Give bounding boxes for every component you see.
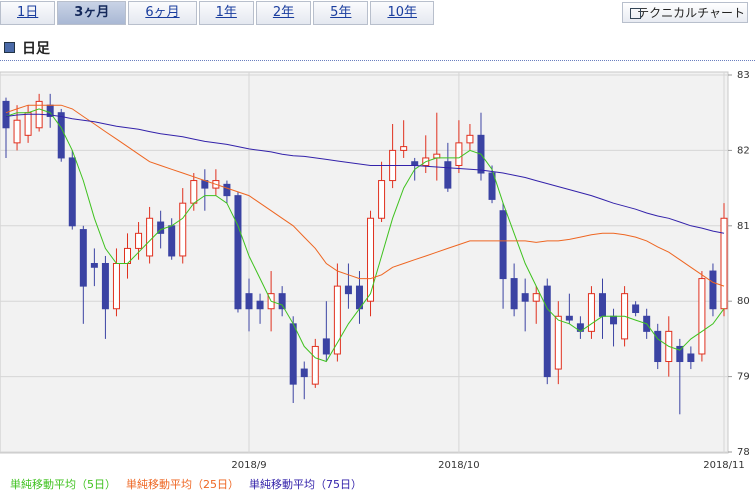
candle-body	[444, 161, 452, 189]
candle-body	[223, 183, 231, 197]
candle-body	[112, 263, 120, 310]
candle-body	[455, 142, 463, 166]
candle-body	[488, 172, 496, 200]
candle-body	[510, 278, 518, 310]
candle-body	[676, 345, 684, 363]
y-tick-label: 82	[737, 145, 750, 156]
candle-body	[234, 195, 242, 310]
candle-body	[190, 180, 198, 204]
candle-body	[378, 180, 386, 219]
candle-body	[521, 293, 529, 302]
candle-body	[632, 304, 640, 314]
section-header: 日足	[4, 38, 50, 58]
candle-body	[311, 345, 319, 385]
candle-body	[24, 112, 32, 136]
candle-body	[532, 293, 540, 302]
tab[interactable]: 2年	[255, 1, 312, 25]
candle-body	[344, 285, 352, 295]
candle-body	[598, 293, 606, 317]
candle-body	[322, 338, 330, 355]
candle-body	[13, 119, 21, 144]
y-tick-label: 79	[737, 372, 750, 383]
candle-body	[433, 153, 441, 159]
legend-entry: 単純移動平均（25日）	[126, 477, 239, 491]
y-tick-label: 80	[737, 296, 750, 307]
plot-area	[0, 71, 729, 454]
tab[interactable]: 1年	[198, 1, 254, 25]
legend-entry: 単純移動平均（5日）	[10, 477, 116, 491]
candle-body	[367, 217, 375, 302]
candle-body	[687, 353, 695, 363]
tab[interactable]: 1日	[0, 1, 56, 25]
moving-average-line	[5, 104, 725, 287]
divider	[0, 60, 755, 61]
candle-body	[499, 210, 507, 280]
candle-body	[168, 225, 176, 257]
candle-body	[278, 293, 286, 310]
candle-body	[135, 232, 143, 249]
candle-body	[698, 278, 706, 355]
candle-body	[333, 285, 341, 355]
candle-body	[57, 112, 65, 159]
candle-body	[90, 263, 98, 268]
candle-body	[554, 315, 562, 370]
candle-body	[654, 330, 662, 363]
y-tick-label: 81	[737, 221, 750, 232]
candle-body	[179, 202, 187, 257]
candle-body	[68, 157, 76, 227]
candle-body	[565, 315, 573, 321]
moving-average-line	[5, 108, 725, 363]
candle-body	[2, 100, 10, 129]
candle-body	[720, 217, 728, 310]
candle-body	[146, 217, 154, 257]
candle-body	[289, 323, 297, 385]
candle-body	[400, 146, 408, 151]
tab[interactable]: 6ヶ月	[128, 1, 197, 25]
candle-body	[411, 161, 419, 166]
candle-body	[101, 263, 109, 310]
y-tick-label: 83	[737, 70, 750, 81]
candle-body	[79, 229, 87, 287]
x-tick-label: 2018/11	[703, 460, 745, 471]
x-tick-label: 2018/10	[438, 460, 480, 471]
candle-body	[587, 293, 595, 332]
candle-body	[610, 315, 618, 325]
x-tick-label: 2018/9	[231, 460, 266, 471]
candle-body	[245, 293, 253, 310]
candle-body	[543, 285, 551, 378]
tab[interactable]: 10年	[370, 1, 434, 25]
candle-body	[300, 368, 308, 378]
tabs: 1日 3ヶ月 6ヶ月 1年 2年 5年 10年	[0, 1, 434, 25]
candle-body	[709, 270, 717, 310]
y-tick-label: 78	[737, 447, 750, 458]
legend-entry: 単純移動平均（75日）	[249, 477, 362, 491]
technical-chart-button[interactable]: テクニカルチャート	[622, 2, 748, 23]
candle-body	[157, 221, 165, 234]
candle-body	[256, 300, 264, 310]
tab[interactable]: 3ヶ月	[57, 1, 127, 25]
candle-body	[466, 134, 474, 144]
moving-average-line	[5, 113, 725, 234]
tab[interactable]: 5年	[313, 1, 369, 25]
